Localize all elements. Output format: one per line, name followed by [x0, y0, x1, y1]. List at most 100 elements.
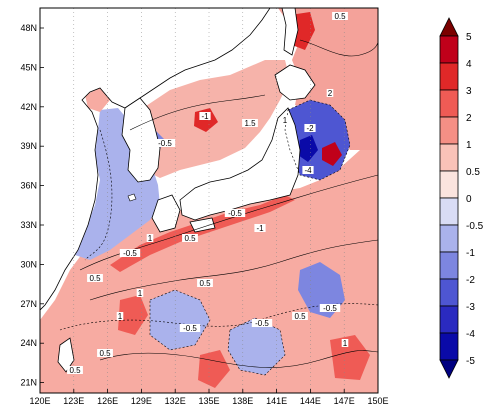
colorbar-box — [439, 143, 459, 172]
contour-label-box — [197, 279, 213, 287]
contour-label: 1 — [148, 234, 153, 243]
longitude-tick-label: 141E — [266, 396, 287, 406]
colorbar-box — [439, 305, 459, 334]
contour-label: 0.5 — [334, 12, 346, 21]
contour-line — [59, 303, 378, 331]
colorbar-box — [439, 278, 459, 307]
contour-label-box — [224, 209, 246, 217]
colorbar-box — [439, 251, 459, 280]
map-grid — [73, 8, 345, 393]
sakhalin — [281, 8, 299, 56]
contour-label-box — [199, 112, 211, 120]
contour-label-box — [302, 166, 314, 174]
latitude-tick-label: 30N — [20, 259, 37, 269]
contour-label-box — [116, 312, 124, 320]
contour-label: -0.5 — [323, 304, 337, 313]
colorbar-label: -1 — [466, 248, 475, 259]
contour-label-box — [146, 234, 154, 242]
colorbar-label: 1 — [466, 140, 472, 151]
contour-label-box — [179, 324, 201, 332]
contour-labels: 0.5 -0.5 1 -1 2 -2 1.5 -4 0.5 -0.5 1 0.5 -0.5 -1 0.5 1 -… — [67, 12, 349, 375]
colorbar-label: -5 — [466, 356, 475, 367]
south-blue-patch-2 — [228, 318, 285, 375]
contour-label: 1 — [283, 116, 288, 125]
south-red-patch-1 — [118, 295, 148, 335]
colorbar-label: 2 — [466, 113, 472, 124]
contour-label-box — [242, 119, 258, 127]
longitude-tick-label: 147E — [334, 396, 355, 406]
latitude-labels: 48N 45N 42N 39N 36N 33N 30N 27N 24N 21N — [20, 23, 44, 388]
colorbar-label: 4 — [466, 59, 472, 70]
latitude-tick-label: 27N — [20, 299, 37, 309]
latitude-tick-label: 36N — [20, 181, 37, 191]
continent-asia — [40, 8, 271, 311]
longitude-tick-label: 132E — [165, 396, 186, 406]
contour-label: -0.5 — [255, 319, 269, 328]
contour-label: -1 — [256, 224, 264, 233]
korean-peninsula — [121, 97, 161, 183]
longitude-tick-label: 144E — [300, 396, 321, 406]
colorbar-label: -0.5 — [466, 221, 484, 232]
contour-line — [129, 94, 266, 131]
contour-line — [99, 350, 378, 368]
colorbar: 5 4 3 2 1 0.5 0 -0.5 -1 -2 -3 -4 -5 — [439, 17, 484, 379]
contour-label-box — [119, 249, 141, 257]
colorbar-bottom-triangle — [439, 359, 459, 379]
contour-label: 2 — [328, 89, 333, 98]
contour-label-box — [136, 289, 144, 297]
colorbar-box — [439, 62, 459, 91]
longitude-tick-label: 126E — [97, 396, 118, 406]
land-masses — [40, 8, 316, 373]
longitude-tick-label: 120E — [29, 396, 50, 406]
longitude-tick-label: 135E — [198, 396, 219, 406]
bohai-sea — [85, 88, 110, 112]
contour-label-box — [341, 339, 349, 347]
colorbar-label: -3 — [466, 302, 475, 313]
latitude-tick-label: 45N — [20, 62, 37, 72]
contour-label: -0.5 — [183, 324, 197, 333]
colorbar-label: 5 — [466, 32, 472, 43]
contour-label-box — [97, 349, 113, 357]
contour-label-box — [251, 319, 273, 327]
contour-label: 1 — [138, 289, 143, 298]
contour-label: 1 — [118, 312, 123, 321]
contour-label-box — [154, 139, 176, 147]
honshu — [179, 107, 301, 221]
colorbar-box — [439, 224, 459, 253]
colorbar-label: 0 — [466, 194, 472, 205]
contour-label-box — [254, 224, 266, 232]
longitude-tick-label: 138E — [232, 396, 253, 406]
latitude-tick-label: 39N — [20, 141, 37, 151]
contour-label: 0.5 — [294, 312, 306, 321]
contour-label: 0.5 — [199, 279, 211, 288]
latitude-tick-label: 42N — [20, 102, 37, 112]
colorbar-box — [439, 35, 459, 64]
contour-label: -4 — [304, 166, 312, 175]
contour-label: -1 — [201, 112, 209, 121]
contour-label: 0.5 — [99, 349, 111, 358]
colorbar-label: 3 — [466, 86, 472, 97]
longitude-tick-label: 123E — [63, 396, 84, 406]
contour-label-box — [304, 124, 316, 132]
longitude-labels: 120E 123E 126E 129E 132E 135E 138E 141E 144E 147E… — [29, 389, 389, 406]
contour-label: -2 — [306, 124, 314, 133]
colorbar-box — [439, 170, 459, 199]
latitude-tick-label: 48N — [20, 23, 37, 33]
contour-label: 0.5 — [69, 366, 81, 375]
latitude-tick-label: 24N — [20, 338, 37, 348]
south-blue-patch-1 — [150, 290, 210, 350]
contour-label-box — [182, 234, 198, 242]
sanriku-red-core — [322, 142, 342, 166]
jeju-island — [127, 193, 137, 202]
contour-label: 1 — [343, 339, 348, 348]
contour-label: -0.5 — [158, 139, 172, 148]
contour-label-box — [67, 366, 83, 374]
contour-label-box — [281, 116, 289, 124]
contour-label: -0.5 — [123, 249, 137, 258]
colorbar-label: -2 — [466, 275, 475, 286]
south-red-patch-3 — [330, 335, 370, 380]
kuroshio-band — [110, 195, 295, 272]
contour-label-box — [332, 12, 348, 20]
colorbar-box — [439, 332, 459, 361]
sanriku-dark-core — [298, 135, 318, 162]
